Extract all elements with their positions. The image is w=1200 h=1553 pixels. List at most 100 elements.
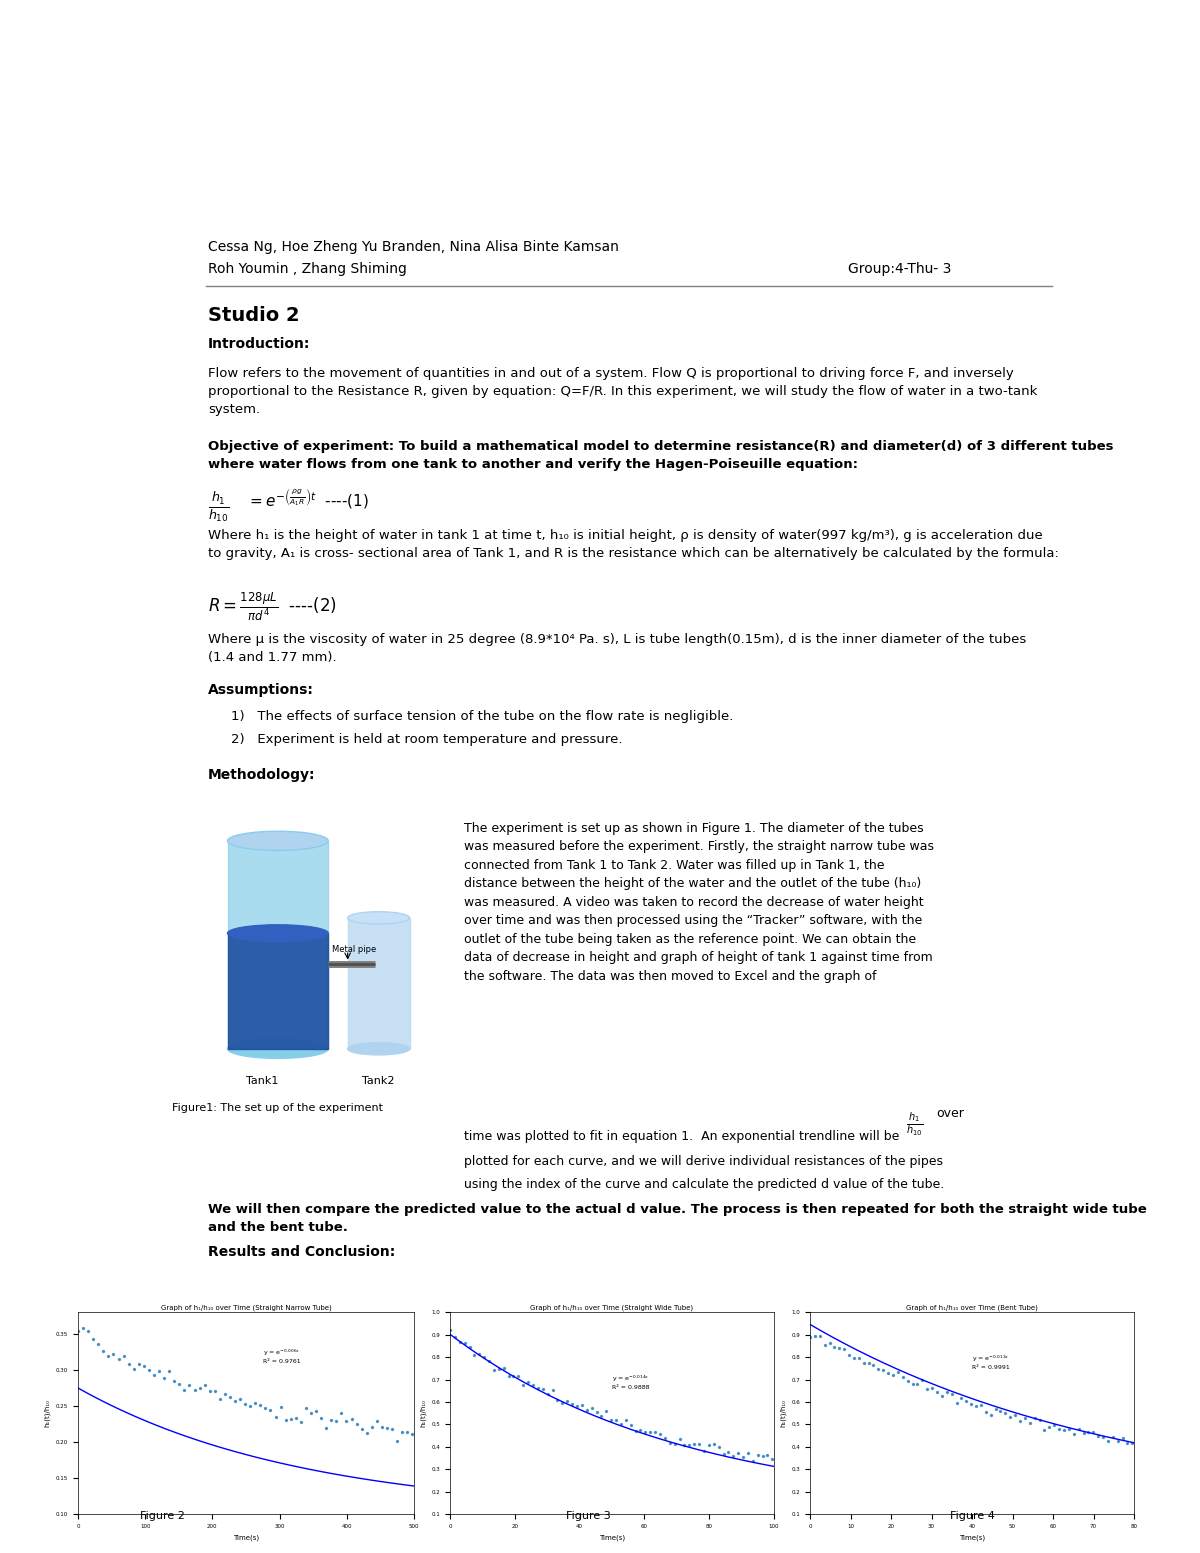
Point [312,1405,331,1430]
Point [397,1419,416,1444]
Point [292,1410,311,1435]
Point [1055,1418,1074,1443]
Point [1020,1410,1039,1435]
Point [977,1399,996,1424]
Point [175,1378,194,1402]
Point [626,1418,646,1443]
Point [185,1378,204,1402]
Point [287,1405,306,1430]
Point [805,1323,824,1348]
Point [622,1413,641,1438]
Point [869,1356,888,1381]
Point [1098,1429,1117,1454]
Text: $\frac{h_1}{h_{10}}$: $\frac{h_1}{h_{10}}$ [208,491,229,525]
Point [1093,1424,1112,1449]
Text: $\frac{h_1}{h_{10}}$: $\frac{h_1}{h_{10}}$ [906,1110,923,1138]
Point [572,1393,592,1418]
Text: Metal pipe: Metal pipe [332,944,377,954]
Point [810,1323,829,1348]
Point [1006,1402,1025,1427]
Point [893,1364,912,1388]
Point [542,1378,562,1402]
Point [200,1379,220,1404]
Point [1060,1416,1079,1441]
Point [601,1409,620,1433]
Point [942,1382,961,1407]
Point [636,1419,655,1444]
Point [160,1359,179,1384]
Point [1114,1426,1133,1451]
Point [850,1345,869,1370]
Point [342,1407,361,1432]
Title: Graph of h₁/h₁₀ over Time (Straight Narrow Tube): Graph of h₁/h₁₀ over Time (Straight Narr… [161,1305,331,1311]
Point [134,1353,154,1378]
Polygon shape [228,933,329,1048]
Point [326,1409,346,1433]
Point [150,1359,169,1384]
Point [514,1373,533,1398]
Point [499,1364,518,1388]
Text: Figure 2: Figure 2 [139,1511,185,1520]
Point [523,1373,542,1398]
Polygon shape [228,840,329,1048]
Point [89,1331,108,1356]
Point [226,1388,245,1413]
Point [704,1432,724,1457]
Point [932,1384,952,1409]
Point [679,1433,698,1458]
Point [260,1398,280,1423]
Point [748,1443,767,1468]
Point [322,1409,341,1433]
Point [815,1332,834,1357]
Point [1015,1405,1034,1430]
Point [230,1387,250,1412]
Point [568,1395,587,1419]
Point [1030,1407,1049,1432]
Point [469,1342,488,1367]
Point [864,1353,883,1378]
Point [714,1441,733,1466]
Point [577,1398,596,1423]
Point [1108,1429,1127,1454]
Text: Studio 2: Studio 2 [208,306,300,325]
Point [1074,1421,1093,1446]
Point [558,1388,577,1413]
Point [352,1416,371,1441]
Point [205,1379,224,1404]
Point [923,1376,942,1401]
Point [587,1399,606,1424]
Point [1064,1421,1084,1446]
Point [1025,1405,1044,1430]
Y-axis label: h₁(t)/h₁₀: h₁(t)/h₁₀ [780,1399,786,1427]
Point [221,1385,240,1410]
Point [455,1331,474,1356]
Point [84,1326,103,1351]
Point [928,1379,947,1404]
Point [883,1362,902,1387]
Point [874,1357,893,1382]
Point [738,1441,757,1466]
Point [377,1416,396,1441]
Point [104,1342,124,1367]
Text: Figure 3: Figure 3 [565,1511,611,1520]
Point [251,1393,270,1418]
Point [982,1402,1001,1427]
Point [1050,1416,1069,1441]
Point [1118,1430,1138,1455]
Point [956,1388,976,1413]
Point [78,1318,97,1343]
Point [582,1396,601,1421]
Text: over: over [937,1106,965,1120]
Point [961,1391,980,1416]
Point [367,1409,386,1433]
Point [306,1399,325,1424]
Point [592,1404,611,1429]
Point [1084,1419,1103,1444]
Ellipse shape [228,1039,329,1059]
Point [388,1429,407,1454]
Point [504,1364,523,1388]
Point [215,1382,234,1407]
Point [829,1336,848,1360]
Point [665,1432,684,1457]
Text: Roh Youmin , Zhang Shiming: Roh Youmin , Zhang Shiming [208,262,407,276]
